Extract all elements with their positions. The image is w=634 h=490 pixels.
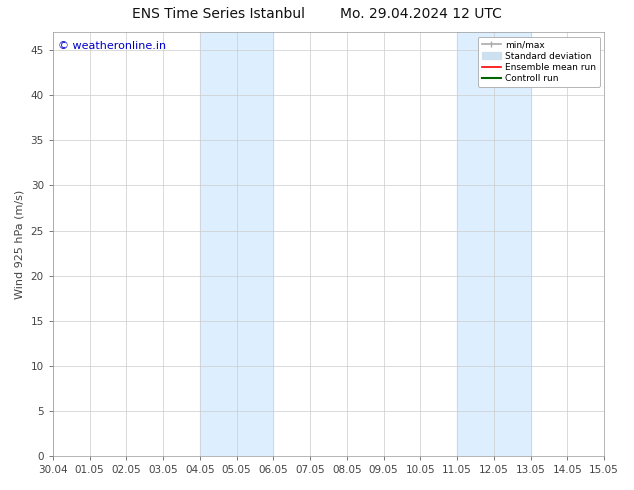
Y-axis label: Wind 925 hPa (m/s): Wind 925 hPa (m/s): [15, 190, 25, 299]
Bar: [200, 32, 273, 456]
Bar: [457, 32, 531, 456]
Legend: min/max, Standard deviation, Ensemble mean run, Controll run: min/max, Standard deviation, Ensemble me…: [478, 37, 600, 87]
Text: © weatheronline.in: © weatheronline.in: [58, 41, 167, 50]
Text: ENS Time Series Istanbul        Mo. 29.04.2024 12 UTC: ENS Time Series Istanbul Mo. 29.04.2024 …: [132, 7, 502, 22]
